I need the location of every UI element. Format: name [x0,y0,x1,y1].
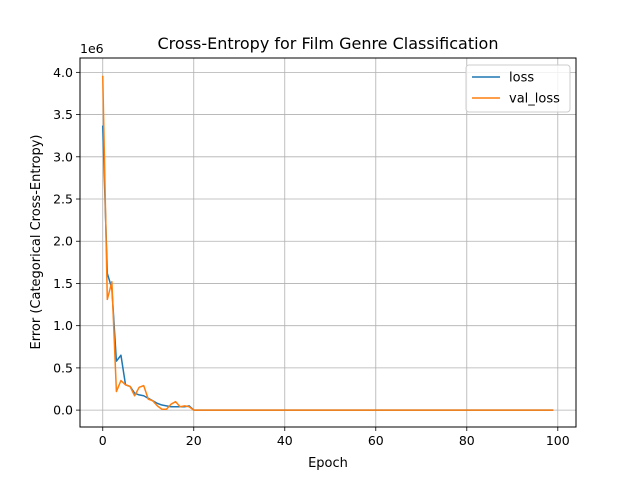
y-tick-label: 2.5 [53,192,73,207]
x-tick-label: 80 [459,433,475,448]
y-axis-label: Error (Categorical Cross-Entropy) [29,135,44,350]
ticks: 0 20 40 60 80 100 0.0 0.5 1.0 1.5 2.0 2.5 3.0 3.5 4.0 [53,65,570,448]
chart-title: Cross-Entropy for Film Genre Classificat… [158,34,499,53]
x-tick-label: 40 [277,433,293,448]
legend: loss val_loss [465,64,571,113]
series-line-val-loss [102,75,554,411]
series-lines [102,75,554,411]
y-tick-label: 1.0 [53,318,73,333]
x-tick-label: 20 [186,433,202,448]
x-tick-label: 0 [99,433,107,448]
grid [80,58,576,427]
legend-label-loss: loss [509,71,534,86]
y-tick-label: 2.0 [53,234,73,249]
y-tick-label: 3.0 [53,149,73,164]
y-tick-label: 4.0 [53,65,73,80]
x-tick-label: 60 [368,433,384,448]
y-tick-label: 1.5 [53,276,73,291]
x-axis-label: Epoch [308,456,348,471]
y-tick-label: 0.5 [53,360,73,375]
x-tick-label: 100 [546,433,570,448]
y-tick-label: 0.0 [53,403,73,418]
y-offset-label: 1e6 [80,41,104,56]
y-tick-label: 3.5 [53,107,73,122]
plot-frame [79,57,577,428]
legend-label-val-loss: val_loss [509,92,560,107]
